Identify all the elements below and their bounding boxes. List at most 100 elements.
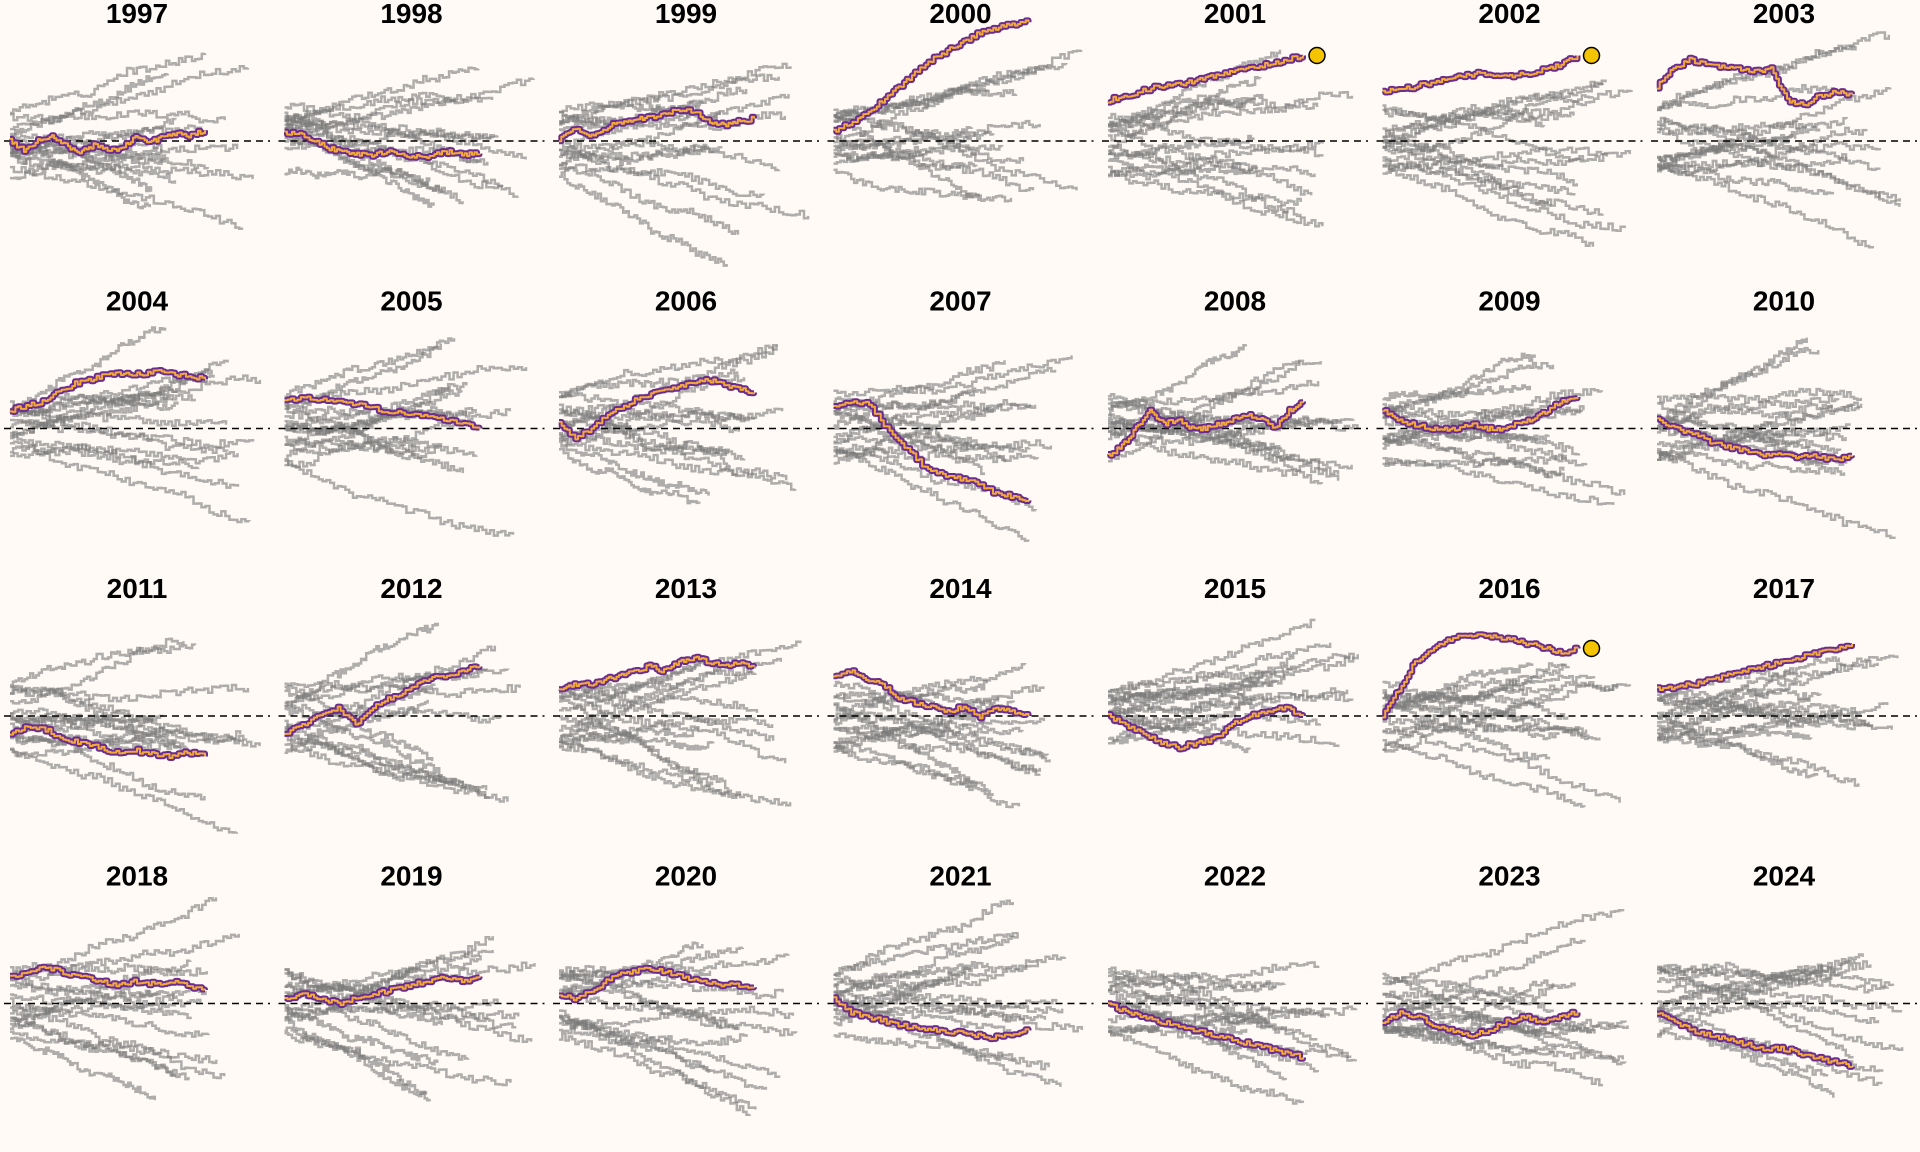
context-series-line bbox=[833, 680, 990, 729]
context-series-line bbox=[284, 668, 510, 709]
context-series-line bbox=[833, 713, 1049, 758]
context-series-line bbox=[1108, 428, 1323, 485]
context-series-line bbox=[1657, 448, 1846, 476]
context-series-line bbox=[1108, 165, 1324, 228]
panel-1999: 1999 bbox=[553, 0, 819, 267]
highlight-series-line-core bbox=[833, 996, 1030, 1041]
context-series-line bbox=[833, 63, 1068, 144]
context-series-line bbox=[1108, 112, 1324, 158]
context-series-line bbox=[10, 396, 174, 429]
context-series-line bbox=[10, 431, 240, 489]
panel-2024: 2024 bbox=[1651, 861, 1917, 1098]
panel-2006: 2006 bbox=[553, 286, 819, 505]
context-series-line bbox=[284, 966, 425, 993]
panel-2002: 2002 bbox=[1376, 0, 1643, 248]
context-series-line bbox=[559, 161, 766, 199]
context-series-line bbox=[1382, 663, 1570, 714]
highlight-series-line-core bbox=[1108, 1002, 1304, 1060]
context-series-line bbox=[833, 744, 994, 796]
panel-2014: 2014 bbox=[827, 573, 1094, 809]
context-series-line bbox=[1382, 972, 1554, 1014]
highlight-series-line-core bbox=[559, 378, 755, 441]
context-series-line bbox=[559, 969, 725, 1030]
panel-title: 1998 bbox=[380, 0, 442, 29]
context-series-line bbox=[1108, 1000, 1319, 1073]
context-series-line bbox=[1657, 697, 1893, 731]
highlight-series-line-core bbox=[1108, 705, 1304, 751]
context-series-line bbox=[1657, 691, 1822, 737]
context-series-line bbox=[1657, 428, 1847, 447]
highlight-series-line-core bbox=[1382, 55, 1579, 94]
context-series-line bbox=[833, 355, 1073, 398]
context-series-line bbox=[1382, 162, 1576, 196]
context-series-line bbox=[1108, 134, 1255, 158]
context-series-line bbox=[559, 1032, 757, 1110]
panel-2013: 2013 bbox=[553, 573, 819, 807]
context-series-line bbox=[833, 407, 995, 465]
context-series-line bbox=[559, 661, 701, 695]
highlight-series-line-core bbox=[1108, 55, 1304, 104]
context-series-line bbox=[10, 962, 208, 977]
context-series-line bbox=[1382, 139, 1552, 208]
context-series-line bbox=[1108, 655, 1355, 718]
panel-title: 2018 bbox=[106, 861, 168, 892]
context-series-line bbox=[1108, 360, 1301, 441]
context-series-line bbox=[1657, 116, 1848, 136]
panel-2004: 2004 bbox=[4, 286, 270, 524]
context-series-line bbox=[284, 459, 515, 537]
context-series-line bbox=[10, 637, 185, 687]
highlight-series-line-core bbox=[559, 966, 755, 1002]
panel-2003: 2003 bbox=[1651, 0, 1917, 249]
panel-2019: 2019 bbox=[278, 861, 545, 1102]
context-series-line bbox=[559, 970, 712, 994]
context-series-line bbox=[1657, 83, 1835, 111]
context-series-line bbox=[833, 441, 1031, 458]
context-series-line bbox=[10, 165, 244, 230]
context-series-line bbox=[284, 408, 512, 469]
panel-2010: 2010 bbox=[1651, 286, 1917, 540]
context-series-line bbox=[559, 344, 778, 398]
highlight-series-line-core bbox=[284, 130, 481, 159]
context-series-line bbox=[833, 931, 1017, 976]
context-series-line bbox=[1382, 738, 1586, 808]
context-series-line bbox=[10, 150, 153, 193]
context-series-line bbox=[559, 409, 731, 467]
context-series-line bbox=[284, 1006, 439, 1066]
context-series-line bbox=[10, 443, 200, 470]
context-series-line bbox=[833, 932, 1019, 996]
context-series-line bbox=[1108, 150, 1316, 178]
context-series-line bbox=[1382, 1026, 1557, 1054]
panel-title: 2014 bbox=[929, 573, 992, 604]
context-series-line bbox=[833, 408, 1007, 463]
highlight-series-line-core bbox=[559, 108, 755, 143]
panel-title: 1997 bbox=[106, 0, 168, 29]
context-series-line bbox=[559, 990, 798, 1037]
context-series-line bbox=[559, 141, 810, 220]
context-series-line bbox=[833, 143, 1004, 162]
highlight-series-line-core bbox=[10, 369, 206, 413]
context-series-line bbox=[1382, 162, 1595, 248]
context-series-line bbox=[1108, 359, 1322, 463]
context-series-line bbox=[833, 1007, 1018, 1037]
end-marker bbox=[1308, 46, 1326, 65]
context-series-line bbox=[833, 136, 1035, 192]
context-series-line bbox=[833, 449, 1030, 543]
context-series-line bbox=[559, 662, 733, 744]
highlight-series-line-core bbox=[1657, 1012, 1853, 1068]
panel-title: 2007 bbox=[929, 286, 991, 317]
context-series-line bbox=[1108, 93, 1264, 133]
highlight-series-line-core bbox=[1382, 1010, 1579, 1038]
panel-title: 2003 bbox=[1753, 0, 1815, 29]
context-series-line bbox=[1108, 652, 1359, 702]
context-series-line bbox=[833, 724, 1024, 739]
panel-title: 2002 bbox=[1478, 0, 1540, 29]
highlight-series-line-core bbox=[833, 669, 1030, 720]
end-marker bbox=[1582, 46, 1601, 65]
context-series-line bbox=[284, 719, 466, 789]
context-series-line bbox=[833, 119, 1041, 165]
panel-title: 2015 bbox=[1204, 573, 1266, 604]
context-series-line bbox=[284, 622, 439, 707]
context-series-line bbox=[1382, 457, 1615, 506]
context-series-line bbox=[10, 440, 251, 524]
context-series-line bbox=[1657, 116, 1901, 207]
